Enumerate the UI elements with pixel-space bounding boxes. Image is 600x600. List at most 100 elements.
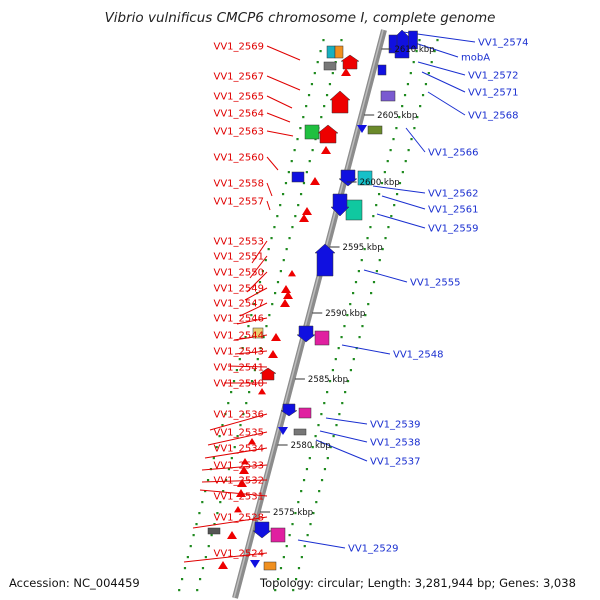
track-dot: [306, 534, 309, 537]
track-dot: [383, 171, 386, 174]
track-dot: [294, 215, 297, 218]
track-dot: [291, 226, 294, 229]
track-dot: [186, 556, 189, 559]
track-dot: [285, 545, 288, 548]
track-dot: [297, 567, 301, 570]
track-dot: [370, 292, 373, 295]
track-dot: [332, 435, 335, 438]
track-dot: [421, 94, 425, 97]
track-dot: [331, 369, 335, 372]
track-dot: [210, 534, 213, 537]
track-dot: [232, 380, 236, 383]
track-dot: [357, 270, 360, 273]
gene-label-left: VV1_2567: [214, 72, 265, 83]
gene-label-left: VV1_2546: [214, 314, 265, 325]
track-dot: [315, 501, 318, 504]
track-dot: [430, 61, 433, 64]
track-dot: [349, 369, 353, 372]
gene-label-left: VV1_2531: [214, 492, 265, 503]
track-dot: [227, 402, 230, 405]
gene-block: [380, 90, 396, 102]
tick-label: 2610 kbp: [394, 45, 434, 55]
track-dot: [323, 105, 326, 108]
track-dot: [360, 259, 363, 262]
tick-label: 2580 kbp: [291, 441, 331, 451]
track-dot: [412, 61, 415, 64]
track-dot: [233, 446, 236, 449]
gene-label-left: VV1_2524: [214, 549, 265, 560]
track-dot: [294, 578, 298, 581]
gene-label-right: VV1_2568: [468, 111, 519, 122]
track-dot: [328, 83, 332, 86]
leader-line: [201, 479, 268, 483]
track-dot: [219, 501, 222, 504]
track-dot: [282, 259, 285, 262]
gene-block: [408, 30, 418, 50]
track-dot: [268, 314, 271, 317]
gene-block: [357, 170, 373, 186]
track-dot: [352, 292, 355, 295]
leader-line: [239, 302, 268, 317]
track-dot: [341, 402, 344, 405]
leader-line: [199, 489, 268, 497]
gene-label-right: VV1_2559: [428, 224, 479, 235]
track-dot: [247, 325, 250, 328]
gene-label-left: VV1_2551: [214, 252, 265, 263]
gene-label-right: VV1_2537: [370, 457, 421, 468]
track-dot: [410, 138, 413, 141]
gene-marker: [299, 214, 309, 222]
gene-block: [270, 527, 286, 543]
gene-label-left: VV1_2560: [214, 153, 265, 164]
track-dots: [178, 39, 439, 592]
gene-label-left: VV1_2541: [214, 363, 265, 374]
leader-line: [341, 344, 391, 355]
kbp-ticks: 2610 kbp 2605 kbp 2600 kbp 2595 kbp 2590 kbp…: [260, 45, 435, 518]
track-dot: [406, 83, 410, 86]
track-dot: [276, 281, 280, 284]
gene-marker: [236, 489, 246, 497]
gene-arrow: [280, 403, 298, 417]
track-dot: [271, 303, 274, 306]
track-dot: [264, 259, 267, 262]
track-dot: [317, 424, 320, 427]
track-dot: [288, 534, 291, 537]
track-dot: [335, 424, 338, 427]
track-dot: [297, 501, 300, 504]
leader-line: [372, 185, 426, 194]
leader-line: [417, 61, 466, 76]
track-dot: [250, 380, 254, 383]
track-dot: [320, 413, 323, 416]
gene-label-right: VV1_2555: [410, 278, 461, 289]
track-dot: [218, 435, 221, 438]
leader-line: [266, 182, 273, 197]
track-dot: [326, 457, 329, 460]
track-dot: [302, 182, 306, 185]
track-dot: [404, 160, 407, 163]
track-dot: [273, 226, 276, 229]
track-dot: [294, 512, 297, 515]
leader-line: [204, 447, 268, 459]
leader-line: [266, 156, 279, 171]
gene-marker: [278, 427, 288, 435]
track-dot: [241, 347, 244, 350]
track-dot: [267, 248, 270, 251]
gene-label-right: VV1_2562: [428, 189, 479, 200]
track-dot: [407, 149, 410, 152]
track-dot: [305, 105, 308, 108]
track-dot: [311, 446, 314, 449]
gene-label-left: VV1_2536: [214, 410, 265, 421]
leader-line: [234, 350, 268, 355]
track-dot: [265, 325, 268, 328]
track-dot: [313, 72, 316, 75]
track-dot: [338, 413, 341, 416]
track-dot: [290, 160, 293, 163]
track-dot: [346, 314, 349, 317]
tick-label: 2595 kbp: [343, 243, 383, 253]
track-dot: [285, 248, 288, 251]
gene-marker: [227, 531, 237, 539]
track-dot: [274, 589, 277, 592]
leader-line: [266, 95, 293, 109]
gene-label-right: VV1_2566: [428, 148, 479, 159]
track-dot: [281, 193, 285, 196]
